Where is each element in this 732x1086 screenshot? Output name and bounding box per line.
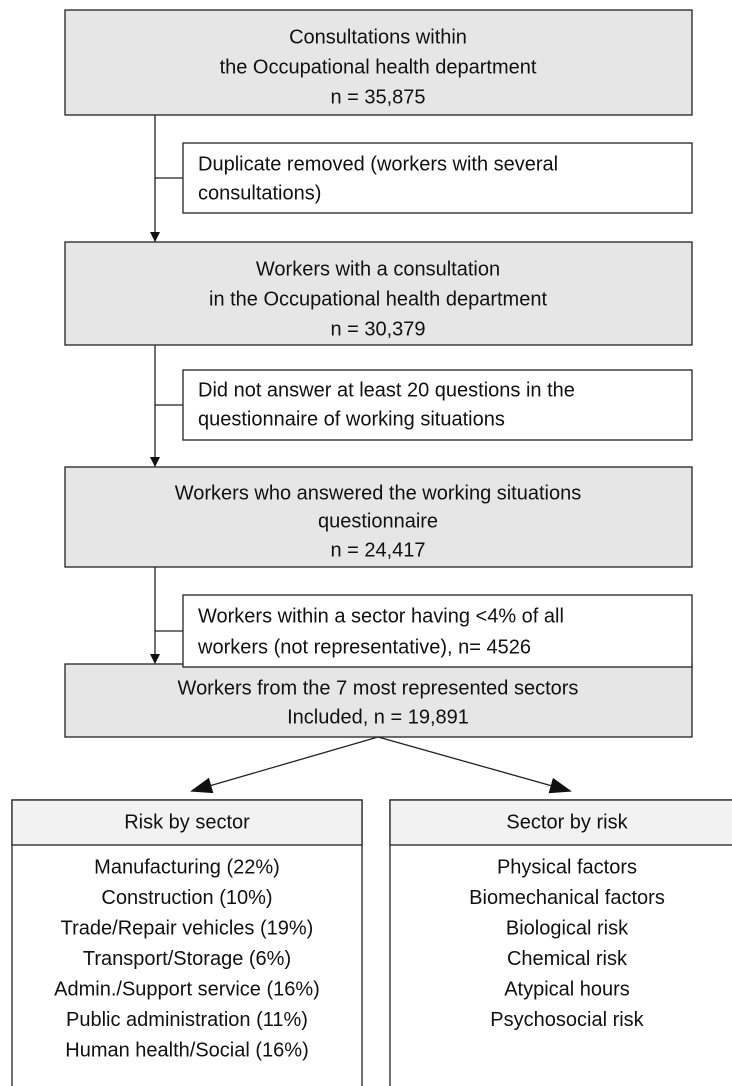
step-text: n = 30,379 [330, 318, 425, 340]
step-text: in the Occupational health department [209, 288, 547, 310]
arrow [190, 736, 379, 794]
outcome-item: Construction (10%) [101, 887, 272, 909]
step-text: Included, n = 19,891 [287, 706, 469, 728]
step-box [64, 9, 693, 116]
step-box [64, 466, 693, 568]
exclusion-text: Duplicate removed (workers with several [198, 153, 558, 175]
step-text: the Occupational health department [220, 56, 537, 78]
step-box [64, 241, 693, 346]
exclusion-text: consultations) [198, 182, 321, 204]
outcome-box [389, 799, 732, 1086]
outcome-item: Chemical risk [507, 948, 628, 970]
exclusion-box [182, 594, 693, 668]
step-box [64, 663, 693, 738]
step-text: questionnaire [318, 510, 438, 532]
outcome-header [389, 799, 732, 846]
outcome-item: Transport/Storage (6%) [83, 948, 291, 970]
exclusion-text: Did not answer at least 20 questions in … [198, 379, 575, 401]
outcome-item: Physical factors [497, 856, 637, 878]
exclusion-box [182, 142, 693, 214]
outcome-item: Human health/Social (16%) [65, 1039, 308, 1061]
exclusion-text: workers (not representative), n= 4526 [197, 636, 531, 658]
step-text: Consultations within [289, 26, 467, 48]
outcome-item: Biological risk [506, 917, 629, 939]
outcome-item: Admin./Support service (16%) [54, 978, 320, 1000]
exclusion-text: questionnaire of working situations [198, 408, 505, 430]
exclusion-box [182, 369, 693, 441]
arrow [377, 736, 572, 794]
outcome-item: Public administration (11%) [66, 1009, 308, 1031]
outcome-title: Sector by risk [506, 811, 628, 833]
shapes [11, 9, 732, 1086]
outcome-box [11, 799, 363, 1086]
step-text: Workers from the 7 most represented sect… [178, 677, 579, 699]
outcome-header [11, 799, 363, 846]
outcome-item: Psychosocial risk [490, 1009, 644, 1031]
outcome-item: Manufacturing (22%) [94, 856, 280, 878]
outcome-title: Risk by sector [124, 811, 250, 833]
outcome-item: Trade/Repair vehicles (19%) [61, 917, 314, 939]
step-text: n = 24,417 [330, 539, 425, 561]
step-text: Workers with a consultation [256, 258, 500, 280]
step-text: Workers who answered the working situati… [175, 482, 581, 504]
outcome-item: Biomechanical factors [469, 887, 665, 909]
exclusion-text: Workers within a sector having <4% of al… [198, 605, 564, 627]
outcome-item: Atypical hours [504, 978, 630, 1000]
step-text: n = 35,875 [330, 86, 425, 108]
